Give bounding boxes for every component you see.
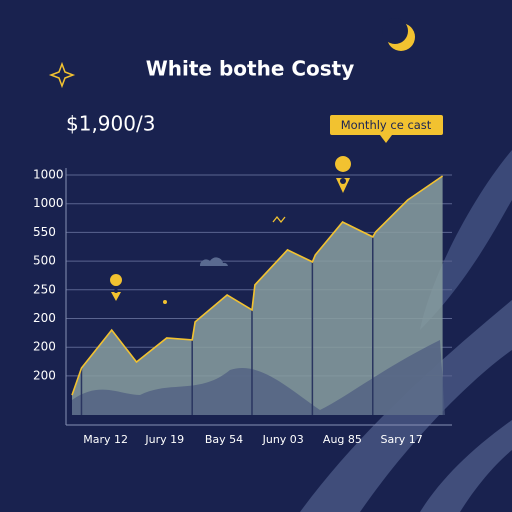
annotation-pointer bbox=[380, 135, 392, 143]
annotation-box bbox=[330, 115, 443, 135]
y-axis-label: 1000 bbox=[33, 196, 64, 210]
pin-icon bbox=[110, 274, 123, 301]
y-axis-label: 250 bbox=[33, 282, 56, 296]
sparkle-icon bbox=[48, 61, 76, 89]
moon-shadow bbox=[382, 18, 408, 44]
y-axis-label: 1000 bbox=[33, 168, 64, 182]
y-axis-label: 200 bbox=[33, 340, 56, 354]
cloud-icon bbox=[199, 257, 228, 266]
x-tick-label: Jury 19 bbox=[144, 433, 184, 446]
area-fill bbox=[72, 176, 443, 415]
headline-value: $1,900/3 bbox=[66, 112, 155, 136]
plot-area: 1000 1000 550 500 250 200 200 200 Mary 12 Jury 19… bbox=[33, 168, 452, 446]
area-line bbox=[71, 175, 444, 396]
x-tick-label: Bay 54 bbox=[205, 433, 243, 446]
y-axis-label: 550 bbox=[33, 225, 56, 239]
streak bbox=[420, 150, 512, 330]
x-tick-label: Mary 12 bbox=[83, 433, 128, 446]
y-axis-label: 200 bbox=[33, 368, 56, 382]
x-tick-label: Aug 85 bbox=[323, 433, 362, 446]
pin-icon bbox=[335, 156, 352, 193]
area-shade bbox=[72, 340, 445, 415]
y-axis-label: 200 bbox=[33, 311, 56, 325]
chart-title: White bothe Costy bbox=[146, 57, 355, 81]
zigzag bbox=[272, 215, 286, 224]
pin-dot bbox=[114, 289, 118, 293]
annotation-text: Monthly ce cast bbox=[341, 118, 432, 132]
streak bbox=[420, 420, 512, 512]
pin-dot bbox=[340, 178, 346, 184]
dot bbox=[163, 300, 167, 304]
x-tick-label: Juny 03 bbox=[262, 433, 304, 446]
x-tick-label: Sary 17 bbox=[381, 433, 423, 446]
y-axis-label: 500 bbox=[33, 254, 56, 268]
